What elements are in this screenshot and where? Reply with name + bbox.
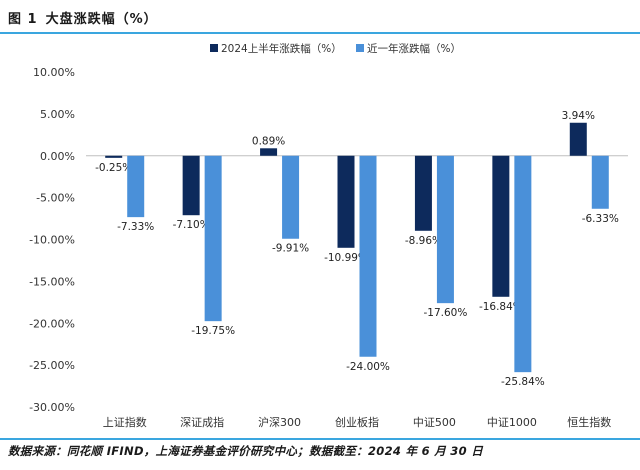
- y-tick-label: 10.00%: [33, 66, 75, 79]
- bar-chart: 10.00% 5.00% 0.00% -5.00% -10.00% -15.00% -20.…: [29, 42, 628, 429]
- data-label: -24.00%: [346, 361, 390, 373]
- y-tick-label: 5.00%: [40, 108, 75, 121]
- bar-series-1: [492, 155, 510, 297]
- bar-series-2: [282, 155, 300, 239]
- data-label: -10.99%: [324, 252, 368, 264]
- y-tick-label: -5.00%: [36, 192, 75, 205]
- bar-series-2: [127, 155, 145, 218]
- bar-series-2: [591, 155, 609, 209]
- legend-swatch-1: [210, 44, 218, 52]
- bar-series-1: [182, 155, 200, 216]
- data-label: 3.94%: [562, 110, 595, 122]
- data-label: -7.10%: [173, 219, 210, 231]
- y-tick-label: -25.00%: [29, 359, 75, 372]
- bar-series-2: [514, 155, 532, 373]
- bar-series-1: [337, 155, 355, 248]
- data-label: -0.25%: [95, 162, 132, 174]
- bar-series-2: [436, 155, 454, 304]
- category-label: 恒生指数: [567, 415, 611, 429]
- data-label: -9.91%: [272, 243, 309, 255]
- bottom-rule: [0, 438, 640, 440]
- data-label: -8.96%: [405, 235, 442, 247]
- bar-series-1: [260, 148, 278, 156]
- y-tick-label: -20.00%: [29, 317, 75, 330]
- category-label: 中证1000: [487, 416, 537, 429]
- category-label: 上证指数: [103, 415, 147, 429]
- y-tick-label: -15.00%: [29, 275, 75, 288]
- data-label: -25.84%: [501, 376, 545, 388]
- data-label: -6.33%: [582, 213, 619, 225]
- y-tick-label: -10.00%: [29, 234, 75, 247]
- figure-title: 图 1 大盘涨跌幅（%）: [8, 8, 166, 27]
- data-label: 0.89%: [252, 135, 285, 147]
- category-label: 沪深300: [258, 415, 301, 429]
- bar-series-2: [204, 155, 222, 322]
- category-label: 中证500: [413, 416, 456, 429]
- bar-series-1: [414, 155, 432, 231]
- data-source-note: 数据来源：同花顺 IFIND，上海证券基金评价研究中心；数据截至：2024 年 …: [8, 444, 484, 458]
- data-label: -17.60%: [424, 307, 468, 319]
- top-rule: [0, 32, 640, 34]
- bar-series-1: [105, 155, 123, 158]
- figure-title-text: 大盘涨跌幅（%）: [45, 12, 158, 27]
- data-label: -7.33%: [117, 221, 154, 233]
- legend-label: 2024上半年涨跌幅（%）: [221, 42, 342, 55]
- data-label: -16.84%: [479, 301, 523, 313]
- category-label: 深证成指: [180, 415, 224, 429]
- category-label: 创业板指: [335, 415, 379, 429]
- bar-series-2: [359, 155, 377, 357]
- y-tick-label: 0.00%: [40, 150, 75, 163]
- figure-number: 图 1: [8, 12, 38, 27]
- data-label: -19.75%: [191, 325, 235, 337]
- y-tick-label: -30.00%: [29, 401, 75, 414]
- legend-swatch-2: [356, 44, 364, 52]
- legend-label: 近一年涨跌幅（%）: [367, 42, 461, 55]
- bar-series-1: [569, 122, 587, 156]
